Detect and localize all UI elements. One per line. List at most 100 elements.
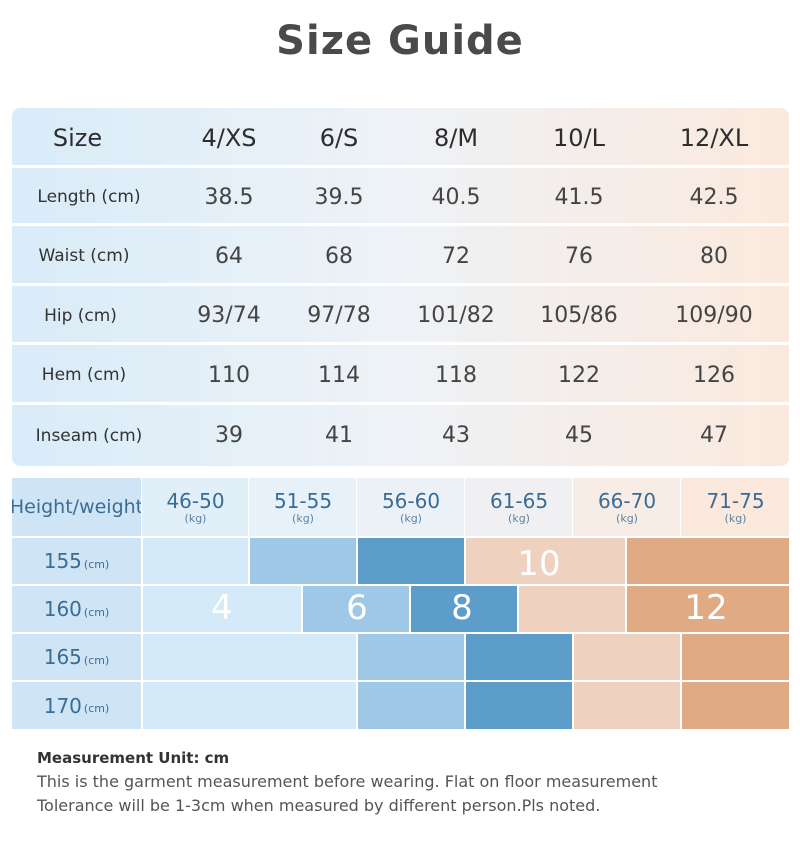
height-weight-chart: Height/weight 46-50 (kg) 51-55 (kg) 56-6…	[12, 478, 789, 729]
table-cell: 41.5	[554, 184, 604, 210]
table-cell: 39.5	[314, 184, 364, 210]
table-cell: 109/90	[675, 303, 753, 328]
table-row: Hip (cm) 93/74 97/78 101/82 105/86 109/9…	[12, 286, 789, 345]
weight-unit: (kg)	[508, 511, 530, 525]
weight-range: 71-75	[706, 488, 765, 513]
size-8-segment	[464, 680, 572, 729]
size-12-segment	[680, 632, 789, 680]
size-12-segment	[625, 536, 789, 584]
weight-header-cell: 56-60 (kg)	[356, 478, 465, 536]
row-label: Hip (cm)	[44, 305, 117, 326]
size-table-header-row: Size 4/XS 6/S 8/M 10/L 12/XL	[12, 108, 789, 168]
weight-header-cell: 71-75 (kg)	[680, 478, 789, 536]
size-table: Size 4/XS 6/S 8/M 10/L 12/XL Length (cm)…	[12, 108, 789, 466]
size-header-cell: 10/L	[553, 124, 605, 152]
weight-header-cell: 51-55 (kg)	[248, 478, 357, 536]
height-value: 165	[43, 645, 82, 669]
table-row: Inseam (cm) 39 41 43 45 47	[12, 405, 789, 466]
height-value: 160	[43, 597, 82, 621]
size-12-label: 12	[684, 588, 728, 628]
height-value: 155	[43, 549, 82, 573]
table-row: Length (cm) 38.5 39.5 40.5 41.5 42.5	[12, 168, 789, 226]
size-12-segment	[680, 680, 789, 729]
table-cell: 42.5	[689, 184, 739, 210]
table-cell: 97/78	[307, 303, 371, 328]
height-label-cell: 170 (cm)	[12, 680, 141, 729]
size-10-segment	[572, 680, 680, 729]
height-unit: (cm)	[83, 653, 110, 667]
height-label-cell: 165 (cm)	[12, 632, 141, 680]
size-header-cell: 12/XL	[679, 124, 749, 152]
table-cell: 72	[442, 243, 470, 269]
table-cell: 118	[435, 362, 477, 388]
size-10-segment	[517, 584, 625, 632]
table-cell: 93/74	[197, 303, 261, 328]
size-6-label: 6	[346, 588, 368, 628]
row-divider	[12, 342, 789, 345]
row-label: Inseam (cm)	[35, 425, 143, 446]
height-label-cell: 160 (cm)	[12, 584, 141, 632]
size-10-segment	[572, 632, 680, 680]
size-8-segment	[356, 536, 464, 584]
size-4-segment	[141, 584, 301, 632]
weight-range: 56-60	[381, 488, 441, 513]
weight-unit: (kg)	[292, 511, 314, 525]
size-8-segment	[409, 584, 517, 632]
weight-unit: (kg)	[724, 511, 747, 525]
weight-range: 66-70	[597, 488, 657, 513]
size-8-label: 8	[451, 588, 473, 628]
table-cell: 110	[208, 362, 250, 388]
table-cell: 105/86	[540, 303, 618, 328]
table-cell: 101/82	[417, 303, 495, 328]
height-value: 170	[43, 693, 82, 718]
height-unit: (cm)	[83, 702, 110, 715]
size-12-segment	[625, 584, 789, 632]
row-label: Length (cm)	[37, 187, 141, 207]
table-cell: 68	[325, 243, 353, 269]
row-divider	[12, 283, 789, 286]
row-divider	[12, 223, 789, 226]
size-8-segment	[464, 632, 572, 680]
size-4-label: 4	[211, 588, 233, 628]
weight-header-cell: 66-70 (kg)	[572, 478, 681, 536]
table-cell: 122	[558, 362, 600, 388]
table-cell: 40.5	[431, 184, 481, 210]
height-label-cell: 155 (cm)	[12, 536, 141, 584]
weight-range: 46-50	[166, 488, 225, 513]
weight-header-cell: 61-65 (kg)	[464, 478, 573, 536]
height-unit: (cm)	[83, 605, 110, 619]
height-unit: (cm)	[83, 557, 110, 571]
table-cell: 114	[318, 362, 360, 388]
weight-header-cell: 46-50 (kg)	[141, 478, 249, 536]
size-6-segment	[356, 632, 464, 680]
table-cell: 41	[325, 423, 353, 448]
weight-range: 51-55	[273, 488, 333, 513]
table-row: Waist (cm) 64 68 72 76 80	[12, 226, 789, 286]
table-cell: 64	[215, 243, 243, 269]
table-cell: 47	[700, 423, 728, 448]
table-row: Hem (cm) 110 114 118 122 126	[12, 345, 789, 405]
tolerance-note-line: Tolerance will be 1-3cm when measured by…	[37, 796, 601, 815]
size-6-segment	[301, 584, 409, 632]
measurement-unit-note: Measurement Unit: cm	[37, 749, 230, 767]
size-header-cell: 4/XS	[201, 124, 257, 152]
row-label: Waist (cm)	[38, 246, 130, 266]
size-4-segment	[141, 632, 356, 680]
size-6-segment	[248, 536, 356, 584]
table-cell: 126	[693, 362, 735, 388]
weight-unit: (kg)	[184, 511, 207, 525]
table-cell: 43	[442, 423, 470, 448]
table-cell: 39	[215, 423, 243, 448]
weight-range: 61-65	[489, 488, 549, 513]
size-4-segment	[141, 680, 356, 729]
size-4-segment	[141, 536, 248, 584]
table-cell: 45	[565, 423, 593, 448]
table-cell: 38.5	[204, 184, 254, 210]
weight-unit: (kg)	[616, 511, 638, 525]
row-divider	[12, 165, 789, 168]
size-header-cell: 8/M	[433, 124, 479, 152]
row-divider	[12, 402, 789, 405]
page-title: Size Guide	[276, 18, 524, 64]
table-cell: 80	[700, 243, 728, 269]
size-6-segment	[356, 680, 464, 729]
